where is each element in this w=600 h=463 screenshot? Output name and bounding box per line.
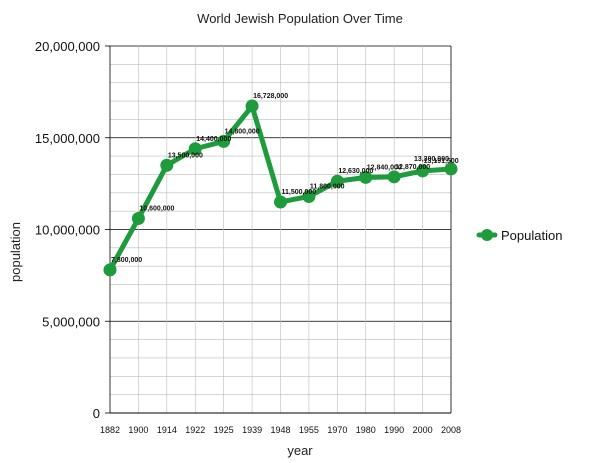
data-label: 13,191,500 <box>424 158 459 165</box>
x-tick-label: 1882 <box>100 425 120 435</box>
data-label: 12,870,000 <box>395 164 430 171</box>
data-point <box>217 134 231 148</box>
data-label: 14,400,000 <box>196 136 231 143</box>
data-point <box>245 99 259 113</box>
y-tick-label: 20,000,000 <box>35 39 100 54</box>
data-point <box>330 174 344 188</box>
x-tick-label: 1939 <box>242 425 262 435</box>
x-tick-label: 2000 <box>413 425 433 435</box>
x-tick-label: 1970 <box>327 425 347 435</box>
y-tick-label: 15,000,000 <box>35 131 100 146</box>
series-population <box>103 99 458 277</box>
y-axis-ticks: 0 5,000,000 10,000,000 15,000,000 20,000,000 <box>35 39 110 421</box>
data-point <box>302 189 316 203</box>
data-point <box>103 263 117 277</box>
data-label: 13,500,000 <box>168 152 203 159</box>
grid <box>109 45 452 414</box>
legend-marker <box>481 229 493 241</box>
data-point <box>274 195 287 209</box>
chart-title: World Jewish Population Over Time <box>197 11 403 26</box>
y-axis-label: population <box>8 222 23 282</box>
data-label: 14,800,000 <box>225 128 260 135</box>
legend: Population <box>476 228 562 243</box>
x-tick-label: 1922 <box>185 425 205 435</box>
data-point <box>416 164 430 178</box>
data-point <box>387 170 401 184</box>
data-label: 12,630,000 <box>338 168 373 175</box>
x-tick-label: 1925 <box>214 425 234 435</box>
data-label: 10,600,000 <box>139 205 174 212</box>
legend-entry-population: Population <box>501 228 562 243</box>
data-point <box>131 211 145 225</box>
data-labels: 7,800,00010,600,00013,500,00014,400,0001… <box>111 93 459 264</box>
x-tick-label: 1990 <box>384 425 404 435</box>
x-tick-label: 1900 <box>128 425 148 435</box>
x-tick-label: 2008 <box>441 425 461 435</box>
data-point <box>444 162 458 176</box>
y-tick-label: 0 <box>93 406 100 421</box>
data-point <box>359 170 373 184</box>
x-tick-label: 1948 <box>270 425 290 435</box>
x-tick-label: 1980 <box>356 425 376 435</box>
y-tick-label: 5,000,000 <box>42 314 100 329</box>
x-axis-ticks: 1882 1900 1914 1922 1925 1939 1948 1955 1970 1980… <box>100 425 461 435</box>
x-tick-label: 1955 <box>299 425 319 435</box>
data-label: 13,300,000 <box>414 156 449 163</box>
data-point <box>188 142 202 156</box>
data-label: 11,500,000 <box>282 189 317 196</box>
data-point <box>160 158 174 172</box>
y-tick-label: 10,000,000 <box>35 223 100 238</box>
data-label: 7,800,000 <box>111 257 142 264</box>
data-label: 11,800,000 <box>310 183 345 190</box>
x-tick-label: 1914 <box>157 425 177 435</box>
data-label: 16,728,000 <box>253 93 288 100</box>
x-axis-label: year <box>287 443 313 458</box>
data-label: 12,840,000 <box>367 164 402 171</box>
